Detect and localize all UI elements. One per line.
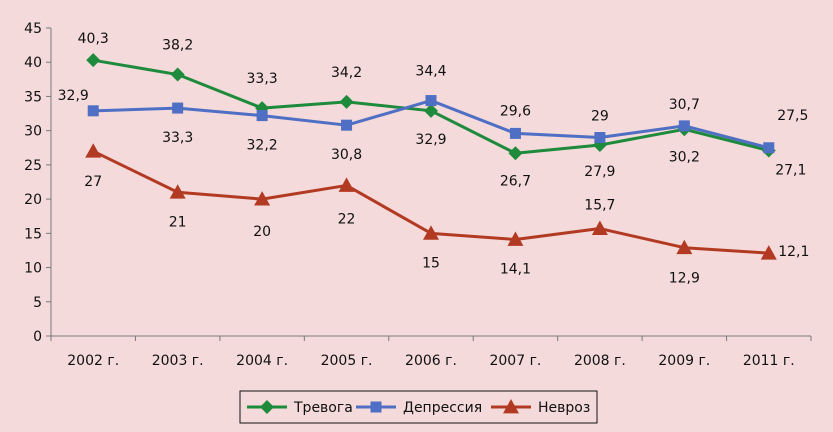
legend-swatch-marker bbox=[503, 399, 519, 414]
data-point bbox=[678, 120, 690, 132]
data-point bbox=[338, 177, 355, 192]
legend-label: Тревога bbox=[293, 400, 353, 416]
x-tick-label: 2004 г. bbox=[236, 353, 288, 369]
data-label: 15 bbox=[422, 255, 440, 271]
data-label: 32,2 bbox=[247, 138, 278, 154]
data-label: 27,5 bbox=[777, 108, 808, 124]
y-tick-label: 10 bbox=[24, 261, 42, 277]
chart-axes: 0 5 10 15 20 25 30 35 40 45 2002 г. 2003 г. 2004 г. 2… bbox=[24, 21, 812, 369]
data-label: 29 bbox=[591, 109, 609, 125]
data-point bbox=[172, 102, 184, 114]
data-label: 27 bbox=[84, 174, 102, 190]
data-point bbox=[87, 105, 99, 117]
data-label: 32,9 bbox=[58, 88, 89, 104]
data-point bbox=[508, 146, 523, 161]
y-tick-label: 5 bbox=[33, 295, 42, 311]
data-label: 14,1 bbox=[500, 261, 531, 277]
legend-swatch-marker bbox=[260, 400, 274, 414]
data-point bbox=[425, 95, 437, 107]
data-point bbox=[594, 132, 606, 144]
x-tick-label: 2007 г. bbox=[489, 353, 541, 369]
data-point bbox=[424, 103, 438, 118]
data-point bbox=[254, 191, 271, 206]
y-tick-label: 30 bbox=[24, 124, 42, 140]
data-point bbox=[85, 143, 102, 158]
legend-label: Депрессия bbox=[403, 400, 482, 416]
data-point bbox=[591, 220, 608, 235]
data-point bbox=[423, 225, 439, 240]
data-point bbox=[339, 94, 354, 109]
data-point bbox=[86, 53, 101, 68]
y-tick-label: 15 bbox=[24, 226, 42, 242]
y-tick-label: 40 bbox=[24, 55, 42, 71]
series-2 bbox=[85, 143, 777, 260]
data-point bbox=[676, 239, 693, 255]
legend-swatch-marker bbox=[370, 401, 382, 413]
data-point bbox=[507, 231, 524, 246]
series-1 bbox=[87, 95, 775, 154]
data-label: 34,4 bbox=[415, 64, 446, 80]
data-label: 33,3 bbox=[162, 130, 193, 146]
data-point bbox=[760, 245, 777, 260]
data-label: 27,9 bbox=[584, 164, 615, 180]
data-label: 30,2 bbox=[669, 149, 700, 165]
data-label: 27,1 bbox=[775, 163, 806, 179]
y-tick-label: 35 bbox=[24, 89, 42, 105]
data-label: 15,7 bbox=[584, 198, 615, 214]
data-point bbox=[763, 142, 775, 154]
chart-series bbox=[85, 53, 777, 260]
data-label: 38,2 bbox=[162, 38, 193, 54]
legend-box bbox=[239, 390, 598, 424]
data-point bbox=[341, 119, 353, 131]
x-tick-label: 2003 г. bbox=[152, 353, 204, 369]
data-label: 40,3 bbox=[78, 31, 109, 47]
data-label: 22 bbox=[338, 211, 356, 227]
data-point bbox=[509, 127, 521, 139]
x-tick-label: 2009 г. bbox=[658, 353, 710, 369]
data-label: 20 bbox=[253, 224, 271, 240]
data-point bbox=[256, 110, 268, 122]
data-label: 29,6 bbox=[500, 103, 531, 119]
y-tick-label: 20 bbox=[24, 192, 42, 208]
data-label: 32,9 bbox=[415, 132, 446, 148]
data-label: 12,1 bbox=[778, 244, 809, 260]
chart-data-labels: 40,3 38,2 33,3 34,2 32,9 26,7 27,9 30,2 27,1 32,9… bbox=[58, 31, 810, 287]
legend-label: Невроз bbox=[538, 400, 590, 416]
data-point bbox=[169, 184, 186, 199]
data-label: 30,8 bbox=[331, 147, 362, 163]
data-label: 34,2 bbox=[331, 65, 362, 81]
data-label: 26,7 bbox=[500, 173, 531, 189]
data-label: 12,9 bbox=[669, 271, 700, 287]
chart-legend: Тревога Депрессия Невроз bbox=[239, 390, 598, 424]
y-tick-label: 45 bbox=[24, 21, 42, 37]
data-label: 21 bbox=[169, 214, 187, 230]
data-label: 30,7 bbox=[669, 97, 700, 113]
x-tick-label: 2008 г. bbox=[574, 353, 626, 369]
x-tick-label: 2005 г. bbox=[321, 353, 373, 369]
x-tick-label: 2002 г. bbox=[67, 353, 119, 369]
data-point bbox=[170, 67, 185, 82]
y-tick-label: 25 bbox=[24, 158, 42, 174]
y-tick-label: 0 bbox=[33, 329, 42, 345]
data-label: 33,3 bbox=[247, 71, 278, 87]
x-tick-label: 2006 г. bbox=[405, 353, 457, 369]
x-tick-label: 2011 г. bbox=[743, 353, 795, 369]
